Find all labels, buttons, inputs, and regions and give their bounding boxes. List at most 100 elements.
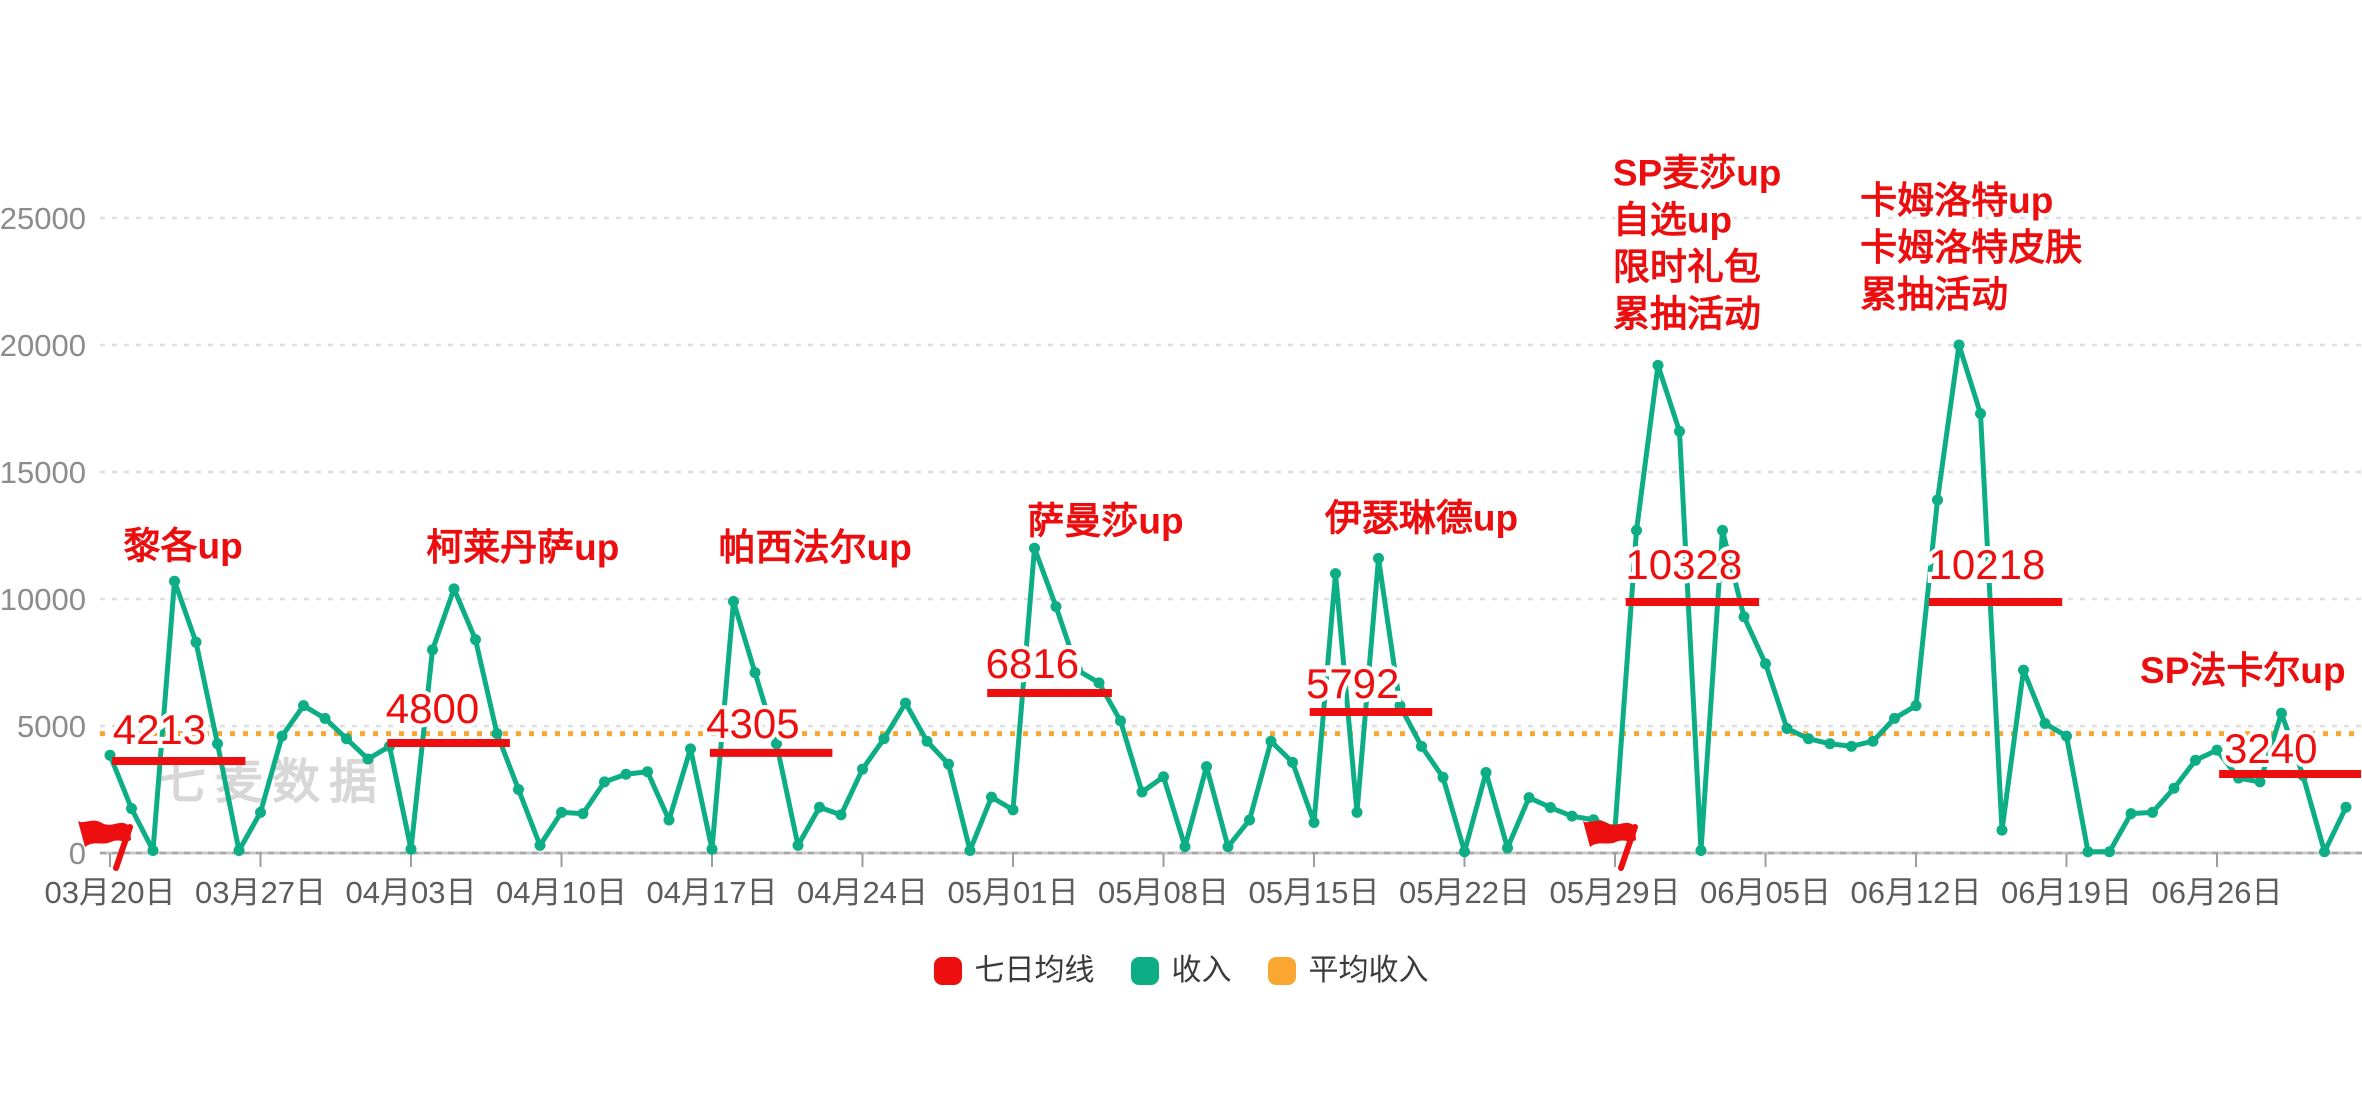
data-point[interactable] [964, 844, 976, 856]
data-point[interactable] [900, 697, 911, 709]
data-point[interactable] [1050, 601, 1062, 613]
data-point[interactable] [728, 596, 739, 608]
data-point[interactable] [814, 801, 825, 813]
data-point[interactable] [190, 636, 202, 648]
data-point[interactable] [405, 843, 417, 855]
data-point[interactable] [1373, 552, 1384, 564]
data-point[interactable] [2168, 782, 2180, 794]
data-point[interactable] [362, 753, 374, 765]
data-point[interactable] [1523, 792, 1535, 804]
data-point[interactable] [1351, 806, 1363, 818]
data-point[interactable] [1222, 841, 1234, 853]
data-point[interactable] [1996, 824, 2008, 836]
data-point[interactable] [169, 575, 180, 587]
data-point[interactable] [1115, 715, 1126, 727]
data-point[interactable] [1201, 761, 1212, 773]
data-point[interactable] [319, 712, 331, 724]
data-point[interactable] [427, 644, 438, 656]
data-point[interactable] [1867, 735, 1879, 747]
data-point[interactable] [1308, 817, 1320, 829]
data-point[interactable] [2254, 776, 2266, 788]
data-point[interactable] [986, 791, 997, 803]
data-point[interactable] [1330, 568, 1341, 580]
data-point[interactable] [513, 784, 524, 795]
data-point[interactable] [276, 730, 288, 742]
data-point[interactable] [1889, 712, 1900, 724]
data-point[interactable] [1846, 740, 1857, 752]
event-flag-icon[interactable] [1583, 820, 1638, 871]
data-point[interactable] [2082, 846, 2094, 858]
data-point[interactable] [1910, 700, 1922, 712]
data-point[interactable] [1459, 846, 1470, 858]
data-point[interactable] [1674, 425, 1685, 437]
data-point[interactable] [2190, 754, 2201, 766]
data-point[interactable] [1093, 677, 1105, 689]
data-point[interactable] [1158, 771, 1169, 783]
data-point[interactable] [1287, 756, 1298, 768]
data-point[interactable] [1265, 735, 1277, 747]
data-point[interactable] [1007, 804, 1019, 816]
data-point[interactable] [2018, 664, 2029, 676]
data-point[interactable] [1072, 664, 1083, 676]
data-point[interactable] [2061, 730, 2072, 742]
data-point[interactable] [1545, 802, 1556, 814]
data-point[interactable] [620, 768, 632, 780]
data-point[interactable] [663, 814, 675, 826]
data-point[interactable] [878, 733, 890, 745]
data-point[interactable] [2340, 801, 2352, 813]
data-point[interactable] [1824, 738, 1836, 750]
data-point[interactable] [771, 738, 782, 750]
data-point[interactable] [1631, 524, 1642, 536]
data-point[interactable] [835, 809, 847, 821]
data-point[interactable] [212, 738, 223, 750]
data-point[interactable] [1932, 494, 1943, 506]
data-point[interactable] [448, 583, 460, 595]
data-point[interactable] [1480, 766, 1492, 778]
data-point[interactable] [749, 667, 761, 679]
data-point[interactable] [470, 634, 481, 646]
data-point[interactable] [642, 766, 653, 778]
data-point[interactable] [706, 843, 718, 855]
data-point[interactable] [341, 733, 352, 745]
data-point[interactable] [1136, 786, 1148, 798]
data-point[interactable] [1738, 611, 1750, 623]
data-point[interactable] [792, 839, 804, 851]
data-point[interactable] [577, 808, 589, 820]
legend-item-revenue[interactable]: 收入 [1130, 956, 1232, 986]
data-point[interactable] [298, 700, 309, 712]
data-point[interactable] [556, 806, 567, 818]
data-point[interactable] [685, 743, 696, 755]
data-point[interactable] [1695, 844, 1707, 856]
data-point[interactable] [1975, 408, 1986, 420]
data-point[interactable] [1760, 658, 1771, 670]
data-point[interactable] [233, 844, 245, 856]
data-point[interactable] [599, 776, 610, 788]
data-point[interactable] [857, 763, 868, 775]
data-point[interactable] [2147, 806, 2158, 818]
data-point[interactable] [147, 844, 159, 856]
data-point[interactable] [126, 803, 137, 815]
data-point[interactable] [1717, 524, 1728, 536]
data-point[interactable] [1244, 814, 1255, 826]
data-point[interactable] [1437, 771, 1449, 783]
data-point[interactable] [1803, 733, 1814, 745]
legend-item-seven-day-avg[interactable]: 七日均线 [933, 956, 1095, 986]
data-point[interactable] [1781, 723, 1793, 735]
data-point[interactable] [1953, 339, 1965, 351]
data-point[interactable] [1029, 542, 1040, 554]
legend-item-average-revenue[interactable]: 平均收入 [1267, 956, 1429, 986]
data-point[interactable] [1179, 841, 1191, 853]
data-point[interactable] [921, 735, 933, 747]
data-point[interactable] [1502, 842, 1513, 854]
data-point[interactable] [2125, 808, 2137, 820]
data-point[interactable] [1416, 740, 1427, 752]
data-point[interactable] [2211, 744, 2223, 756]
data-point[interactable] [491, 728, 503, 740]
data-point[interactable] [2276, 707, 2287, 719]
data-point[interactable] [534, 839, 546, 851]
data-point[interactable] [1566, 810, 1578, 822]
data-point[interactable] [255, 806, 266, 818]
data-point[interactable] [2319, 846, 2330, 858]
data-point[interactable] [2039, 717, 2051, 729]
data-point[interactable] [943, 758, 954, 770]
